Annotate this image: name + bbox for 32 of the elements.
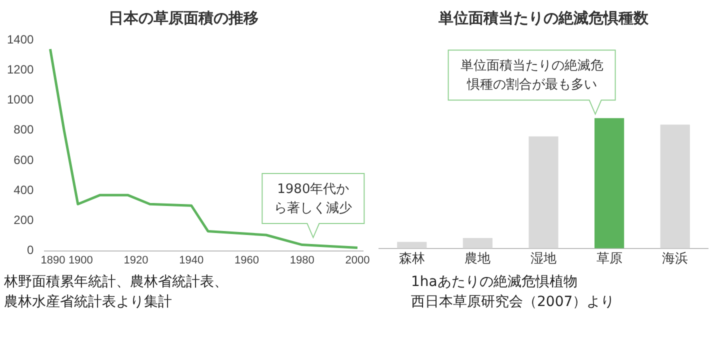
y-tick-label: 200 <box>14 213 34 227</box>
x-tick-label: 1940 <box>179 254 204 266</box>
x-tick-label: 農地 <box>464 252 491 267</box>
annotation: 単位面積当たりの絶滅危惧種の割合が最も多い <box>460 58 604 93</box>
text: 西日本草原研究会（2007）より <box>410 293 616 312</box>
x-tick-label: 1900 <box>68 254 93 266</box>
y-tick-label: 800 <box>14 122 34 137</box>
y-tick-label: 400 <box>14 182 34 197</box>
x-tick-label: 2000 <box>345 254 370 266</box>
x-tick-label: 1920 <box>124 254 148 266</box>
text: 1haあたりの絶滅危惧植物 <box>410 273 578 292</box>
x-tick-label: 森林 <box>398 252 425 267</box>
text: 林野面積累年統計、農林省統計表、農林水産省統計表より集計 <box>3 273 229 312</box>
y-tick-label: 1400 <box>6 32 34 46</box>
x-tick-label: 1980 <box>290 254 314 266</box>
y-tick-label: 1000 <box>6 92 34 107</box>
y-tick-label: 600 <box>14 152 34 167</box>
x-tick-label: 1890 <box>40 254 66 266</box>
bar <box>594 118 624 248</box>
y-tick-label: 0 <box>27 243 34 258</box>
x-tick-label: 1960 <box>234 254 259 266</box>
x-tick-label: 海浜 <box>662 252 688 267</box>
bar <box>462 238 493 248</box>
chart-title: 単位面積当たりの絶滅危惧種数 <box>438 8 650 27</box>
x-tick-label: 湿地 <box>530 252 556 267</box>
x-tick-label: 草原 <box>596 252 622 267</box>
bar <box>397 242 427 248</box>
bar <box>660 124 690 248</box>
bar <box>528 136 558 248</box>
y-tick-label: 1200 <box>6 62 34 76</box>
annotation: 1980年代から著しく減少 <box>274 182 352 216</box>
chart-title: 日本の草原面積の推移 <box>108 8 258 27</box>
